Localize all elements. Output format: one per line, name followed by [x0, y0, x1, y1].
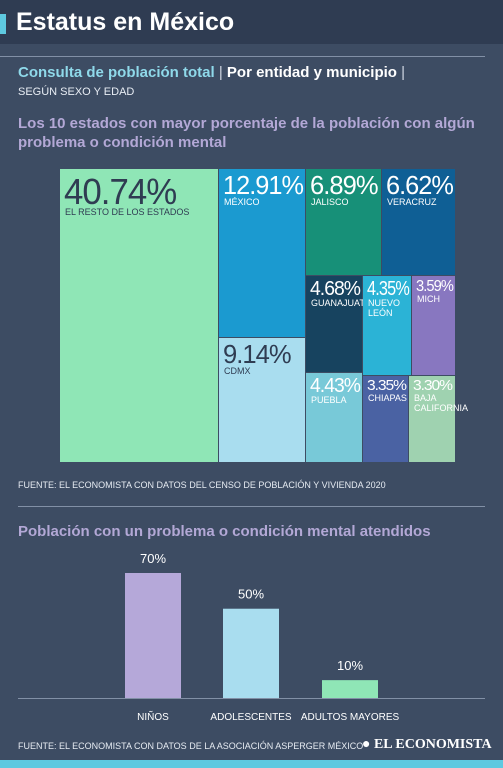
treemap-value-mexico: 12.91%: [223, 170, 304, 200]
treemap-label-nuevo-leon-line-2: LEÓN: [368, 308, 393, 318]
treemap-label-baja-california-line-2: CALIFORNIA: [414, 403, 468, 413]
bar-category-adolescentes: ADOLESCENTES: [210, 712, 291, 723]
treemap-label-puebla: PUEBLA: [311, 395, 347, 405]
divider-middle: [18, 506, 485, 507]
bar-category-ninos: NIÑOS: [137, 710, 169, 723]
bar-value-adultos-mayores: 10%: [337, 658, 363, 673]
treemap-label-nuevo-leon-line-1: NUEVO: [368, 298, 400, 308]
treemap-value-el-resto-de-los-estados: 40.74%: [64, 171, 176, 212]
bar-value-adolescentes: 50%: [238, 587, 264, 602]
treemap-value-jalisco: 6.89%: [310, 170, 378, 200]
treemap-value-guanajuato: 4.68%: [310, 278, 361, 300]
treemap-label-el-resto-de-los-estados: EL RESTO DE LOS ESTADOS: [65, 207, 189, 217]
treemap-label-jalisco: JALISCO: [311, 197, 349, 207]
bar-chart-source: FUENTE: EL ECONOMISTA CON DATOS DE LA AS…: [18, 741, 363, 751]
treemap-label-chiapas: CHIAPAS: [368, 393, 407, 403]
brand-logo: ● EL ECONOMISTA: [362, 737, 492, 753]
treemap-label-veracruz: VERACRUZ: [387, 197, 437, 207]
treemap-label-cdmx: CDMX: [224, 366, 251, 376]
treemap-value-nuevo-leon: 4.35%: [367, 278, 410, 300]
bar-category-adultos-mayores: ADULTOS MAYORES: [301, 712, 400, 723]
treemap-label-guanajuato: GUANAJUATO: [311, 298, 372, 308]
treemap-value-puebla: 4.43%: [310, 375, 361, 397]
brand-name: EL ECONOMISTA: [374, 737, 492, 752]
bar-ninos: [125, 573, 181, 698]
bar-adolescentes: [223, 609, 279, 698]
treemap-label-mexico: MÉXICO: [224, 197, 260, 207]
treemap-label-baja-california-line-1: BAJA: [414, 393, 437, 403]
bar-chart-title: Población con un problema o condición me…: [18, 522, 478, 541]
treemap-source: FUENTE: EL ECONOMISTA CON DATOS DEL CENS…: [18, 480, 386, 490]
treemap-value-mich: 3.59%: [416, 278, 454, 295]
treemap-value-baja-california: 3.30%: [413, 377, 453, 394]
treemap-label-mich: MICH: [417, 294, 440, 304]
bar-value-ninos: 70%: [140, 551, 166, 566]
treemap-value-veracruz: 6.62%: [386, 170, 454, 200]
treemap-value-cdmx: 9.14%: [223, 339, 291, 369]
bar-adultos-mayores: [322, 680, 378, 698]
bottom-accent-bar: [0, 760, 503, 768]
treemap-value-chiapas: 3.35%: [367, 377, 407, 394]
